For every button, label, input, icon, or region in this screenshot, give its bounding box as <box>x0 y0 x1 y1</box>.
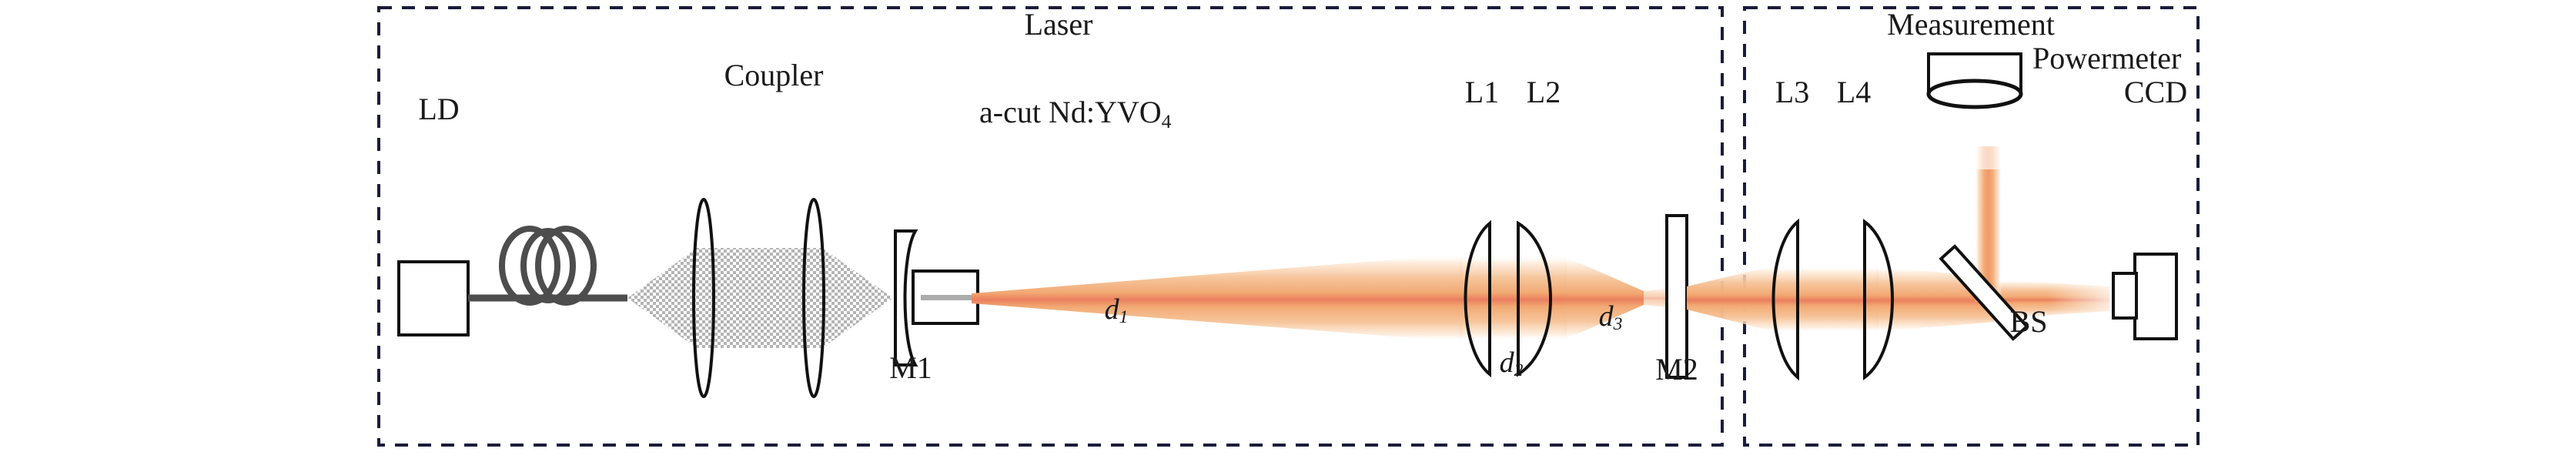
label-m2: M2 <box>1655 352 1698 387</box>
laser-beam-lens-pair-1 <box>1459 255 1567 341</box>
label-bs: BS <box>2009 304 2048 339</box>
label-crystal-subscript: 4 <box>1161 110 1172 133</box>
section-box-laser <box>377 6 1724 447</box>
laser-beam-lens-pair-2 <box>1775 266 1878 333</box>
ld-box <box>397 260 470 336</box>
label-l4: L4 <box>1836 75 1872 109</box>
section-title-laser: Laser <box>1024 7 1093 42</box>
label-d2: d2 <box>1500 348 1524 380</box>
label-ld: LD <box>418 92 460 126</box>
label-m1: M1 <box>889 350 932 385</box>
coupler-lens-1 <box>692 198 715 398</box>
section-title-measurement: Measurement <box>1887 7 2055 42</box>
ccd-icon <box>2112 253 2178 340</box>
lens-l2 <box>1517 220 1552 377</box>
label-d1-subscript: 1 <box>1119 307 1129 328</box>
section-box-measurement <box>1743 6 2200 447</box>
m1-mirror <box>894 229 918 367</box>
label-d1: d1 <box>1105 295 1129 327</box>
laser-beam-d1 <box>972 254 1463 342</box>
lens-l3 <box>1771 218 1799 381</box>
label-crystal-text: a-cut Nd:YVO <box>979 95 1162 129</box>
label-l3: L3 <box>1775 75 1810 109</box>
label-l1: L1 <box>1464 75 1500 109</box>
label-ccd: CCD <box>2123 75 2188 109</box>
laser-beam-to-powermeter <box>1971 116 2008 302</box>
label-d2-subscript: 2 <box>1514 360 1524 381</box>
fiber-coil-icon <box>499 226 597 306</box>
pump-beam <box>627 248 893 348</box>
label-powermeter: Powermeter <box>2032 41 2182 75</box>
label-coupler: Coupler <box>724 58 824 92</box>
label-d3: d3 <box>1599 302 1623 334</box>
laser-beam-seed <box>921 295 981 300</box>
label-d2-symbol: d <box>1499 346 1514 379</box>
label-l2: L2 <box>1526 75 1561 109</box>
beamsplitter-bs <box>1939 244 2029 341</box>
label-d3-subscript: 3 <box>1613 314 1623 335</box>
lens-l1 <box>1464 219 1491 378</box>
laser-beam-output <box>1687 265 1778 333</box>
label-d3-symbol: d <box>1598 300 1614 333</box>
lens-l4 <box>1863 219 1894 380</box>
label-d1-symbol: d <box>1104 293 1119 326</box>
powermeter-icon <box>1926 52 2023 109</box>
label-crystal: a-cut Nd:YVO4 <box>979 97 1171 132</box>
coupler-lens-2 <box>802 198 825 398</box>
